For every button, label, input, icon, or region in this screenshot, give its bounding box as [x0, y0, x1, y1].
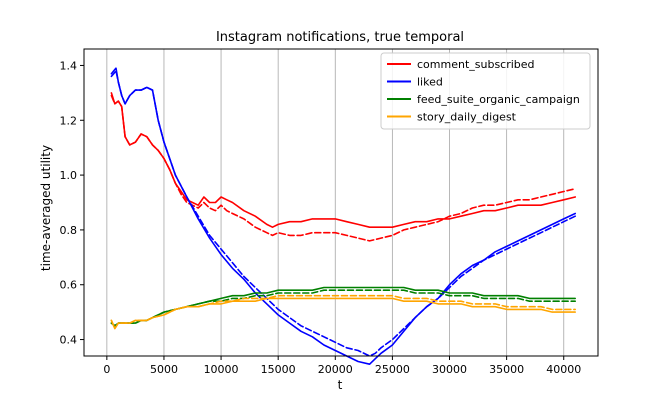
- series-lines: [110, 67, 577, 366]
- x-tick-label: 10000: [204, 363, 239, 376]
- series-line-story-daily-digest: [110, 297, 577, 330]
- plot-area-frame: [83, 48, 599, 357]
- legend-label: feed_suite_organic_campaign: [417, 93, 580, 106]
- y-tick-label: 0.4: [60, 334, 78, 347]
- x-tick-label: 15000: [261, 363, 296, 376]
- x-tick-label: 25000: [375, 363, 410, 376]
- y-tick-label: 1.0: [60, 169, 78, 182]
- series-line-comment-subscribed: [110, 92, 577, 228]
- legend-label: story_daily_digest: [417, 111, 517, 124]
- legend-box: [380, 52, 591, 130]
- y-tick-label: 1.2: [60, 114, 78, 127]
- y-tick-label: 0.8: [60, 224, 78, 237]
- y-axis-label: time-averaged utility: [39, 145, 53, 271]
- y-tick-label: 0.6: [60, 279, 78, 292]
- x-tick-label: 5000: [150, 363, 178, 376]
- y-tick-label: 1.4: [60, 59, 78, 72]
- x-tick-label: 20000: [318, 363, 353, 376]
- series-line-liked: [110, 67, 577, 366]
- legend-label: liked: [417, 76, 443, 89]
- chart-title: Instagram notifications, true temporal: [216, 30, 464, 45]
- axis-ticks: 0 5000 10000 15000 20000 25000 30000 35000 40000…: [60, 59, 582, 376]
- x-axis-label: t: [338, 378, 343, 392]
- x-tick-label: 35000: [489, 363, 524, 376]
- x-tick-label: 30000: [432, 363, 467, 376]
- legend-label: comment_subscribed: [417, 58, 535, 71]
- x-tick-label: 40000: [546, 363, 581, 376]
- x-tick-label: 0: [103, 363, 110, 376]
